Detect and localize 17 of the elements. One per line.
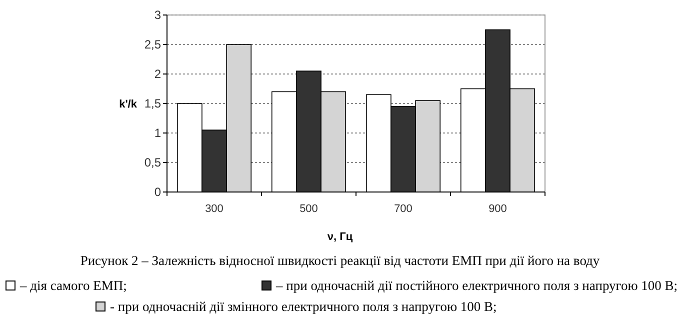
y-tick-label: 0 <box>154 185 162 200</box>
legend-label: – при одночасній дії постійного електричного поля з напругою 100 В; <box>275 278 678 293</box>
y-tick-label: 0,5 <box>144 156 162 170</box>
x-tick-label: 700 <box>394 203 412 215</box>
y-tick-label: 1,5 <box>144 96 162 111</box>
x-axis-title: ν, Гц <box>327 231 353 243</box>
x-tick-label: 500 <box>300 203 318 215</box>
text: Рисунок 2 – Залежність відносної швидкості реакції від частоти ЕМП при дії його на воду <box>80 253 600 268</box>
legend-label: – дія самого ЕМП; <box>19 278 127 293</box>
x-tick-label: 900 <box>488 203 507 215</box>
y-axis-title: k'/k <box>119 98 138 110</box>
legend-label: - при одночасній дії змінного електричного поля з напругою 100 В; <box>110 299 497 314</box>
y-tick-label: 2,5 <box>144 38 162 52</box>
x-tick-label: 300 <box>205 203 224 215</box>
y-tick-label: 3 <box>154 8 162 22</box>
y-tick-label: 2 <box>154 67 162 82</box>
y-tick-label: 1 <box>154 126 162 140</box>
